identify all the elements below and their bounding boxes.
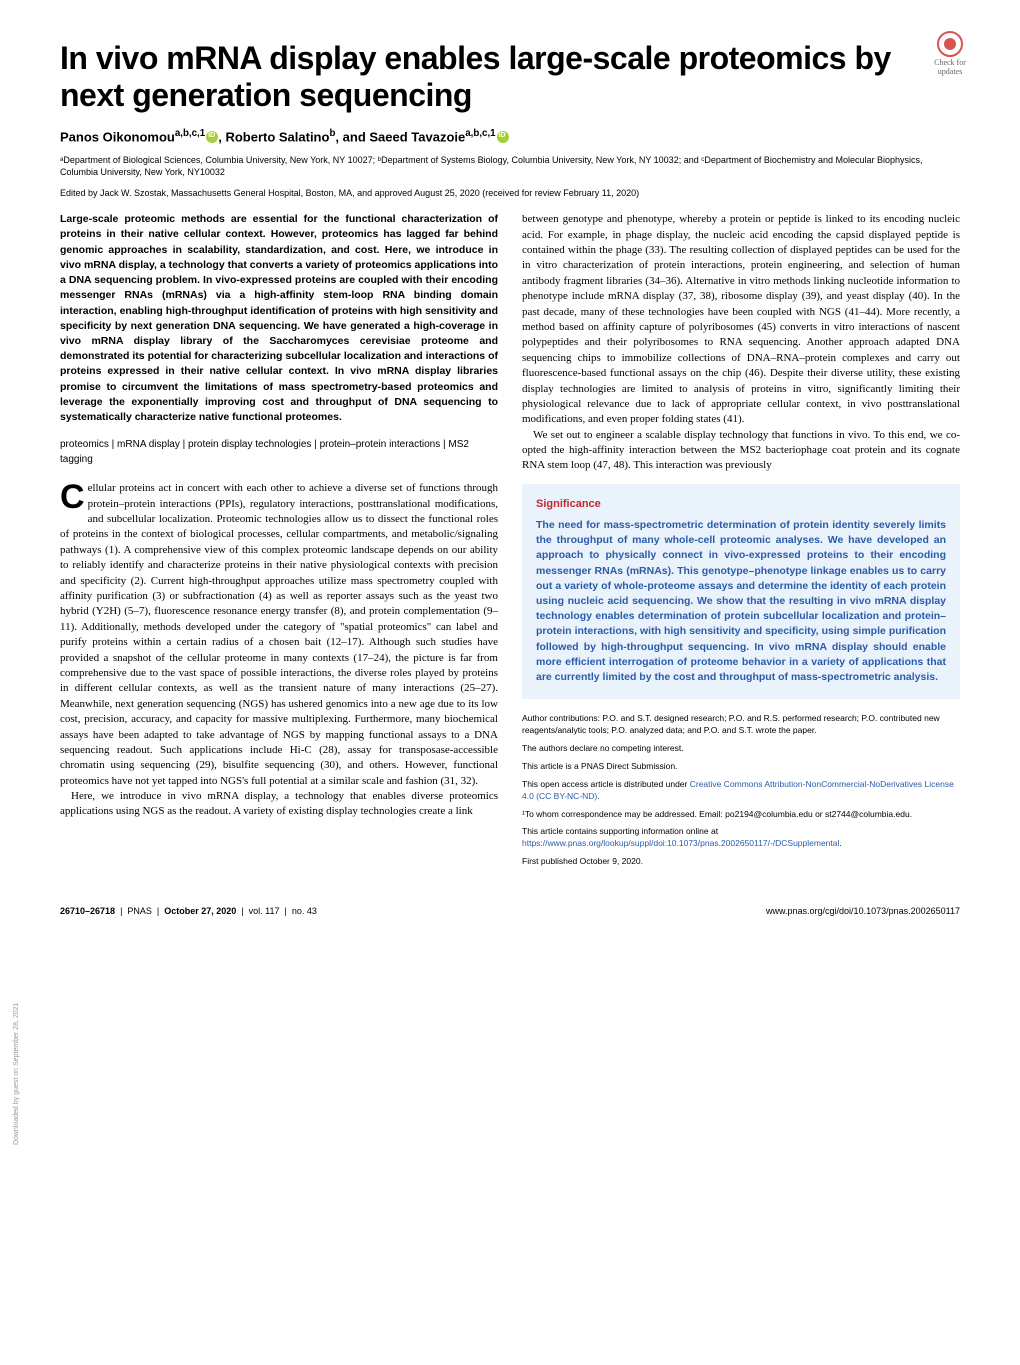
orcid-icon[interactable] bbox=[206, 131, 218, 143]
footnote-submission: This article is a PNAS Direct Submission… bbox=[522, 761, 960, 773]
author-1-sup: a,b,c,1 bbox=[175, 128, 205, 139]
dropcap: C bbox=[60, 481, 88, 512]
footer-pages: 26710–26718 bbox=[60, 906, 115, 916]
editor-note: Edited by Jack W. Szostak, Massachusetts… bbox=[60, 188, 960, 198]
body-p4: We set out to engineer a scalable displa… bbox=[522, 428, 960, 474]
author-3: Saeed Tavazoie bbox=[369, 129, 465, 144]
significance-text: The need for mass-spectrometric determin… bbox=[536, 518, 946, 685]
author-2-sup: b bbox=[329, 128, 335, 139]
check-updates-badge[interactable]: Check for updates bbox=[930, 30, 970, 70]
author-1: Panos Oikonomou bbox=[60, 129, 175, 144]
body-p1: ellular proteins act in concert with eac… bbox=[60, 482, 498, 786]
body-p2: Here, we introduce in vivo mRNA display,… bbox=[60, 789, 498, 820]
footer-volume: vol. 117 bbox=[249, 906, 280, 916]
authors-line: Panos Oikonomoua,b,c,1, Roberto Salatino… bbox=[60, 128, 960, 144]
check-updates-icon bbox=[936, 30, 964, 58]
orcid-icon[interactable] bbox=[497, 131, 509, 143]
left-column: Large-scale proteomic methods are essent… bbox=[60, 212, 498, 874]
footnote-supp-post: . bbox=[839, 838, 841, 848]
significance-heading: Significance bbox=[536, 498, 946, 510]
footer-doi: www.pnas.org/cgi/doi/10.1073/pnas.200265… bbox=[766, 906, 960, 916]
footer-issue: no. 43 bbox=[292, 906, 317, 916]
footnote-contributions: Author contributions: P.O. and S.T. desi… bbox=[522, 713, 960, 737]
author-2: Roberto Salatino bbox=[225, 129, 329, 144]
significance-box: Significance The need for mass-spectrome… bbox=[522, 484, 960, 699]
affiliations: ᵃDepartment of Biological Sciences, Colu… bbox=[60, 154, 960, 178]
footer-date: October 27, 2020 bbox=[164, 906, 236, 916]
footnotes: Author contributions: P.O. and S.T. desi… bbox=[522, 713, 960, 868]
keywords: proteomics | mRNA display | protein disp… bbox=[60, 437, 498, 467]
footnote-license: This open access article is distributed … bbox=[522, 779, 960, 803]
footnote-competing: The authors declare no competing interes… bbox=[522, 743, 960, 755]
footnote-published: First published October 9, 2020. bbox=[522, 856, 960, 868]
footnote-correspondence: ¹To whom correspondence may be addressed… bbox=[522, 809, 960, 821]
body-right: between genotype and phenotype, whereby … bbox=[522, 212, 960, 474]
two-column-layout: Large-scale proteomic methods are essent… bbox=[60, 212, 960, 874]
article-title: In vivo mRNA display enables large-scale… bbox=[60, 40, 960, 114]
footer-left: 26710–26718 | PNAS | October 27, 2020 | … bbox=[60, 906, 317, 916]
footnote-license-pre: This open access article is distributed … bbox=[522, 779, 690, 789]
body-p3: between genotype and phenotype, whereby … bbox=[522, 212, 960, 427]
download-note: Downloaded by guest on September 28, 202… bbox=[13, 1003, 20, 1145]
supplemental-link[interactable]: https://www.pnas.org/lookup/suppl/doi:10… bbox=[522, 838, 839, 848]
footnote-supp-pre: This article contains supporting informa… bbox=[522, 826, 718, 836]
page-footer: 26710–26718 | PNAS | October 27, 2020 | … bbox=[60, 898, 960, 916]
right-column: between genotype and phenotype, whereby … bbox=[522, 212, 960, 874]
check-updates-label: Check for updates bbox=[934, 58, 966, 76]
body-left: Cellular proteins act in concert with ea… bbox=[60, 481, 498, 820]
footnote-supplemental: This article contains supporting informa… bbox=[522, 826, 960, 850]
footer-journal: PNAS bbox=[127, 906, 152, 916]
abstract: Large-scale proteomic methods are essent… bbox=[60, 212, 498, 425]
footnote-license-post: . bbox=[597, 791, 599, 801]
author-3-sup: a,b,c,1 bbox=[465, 128, 495, 139]
